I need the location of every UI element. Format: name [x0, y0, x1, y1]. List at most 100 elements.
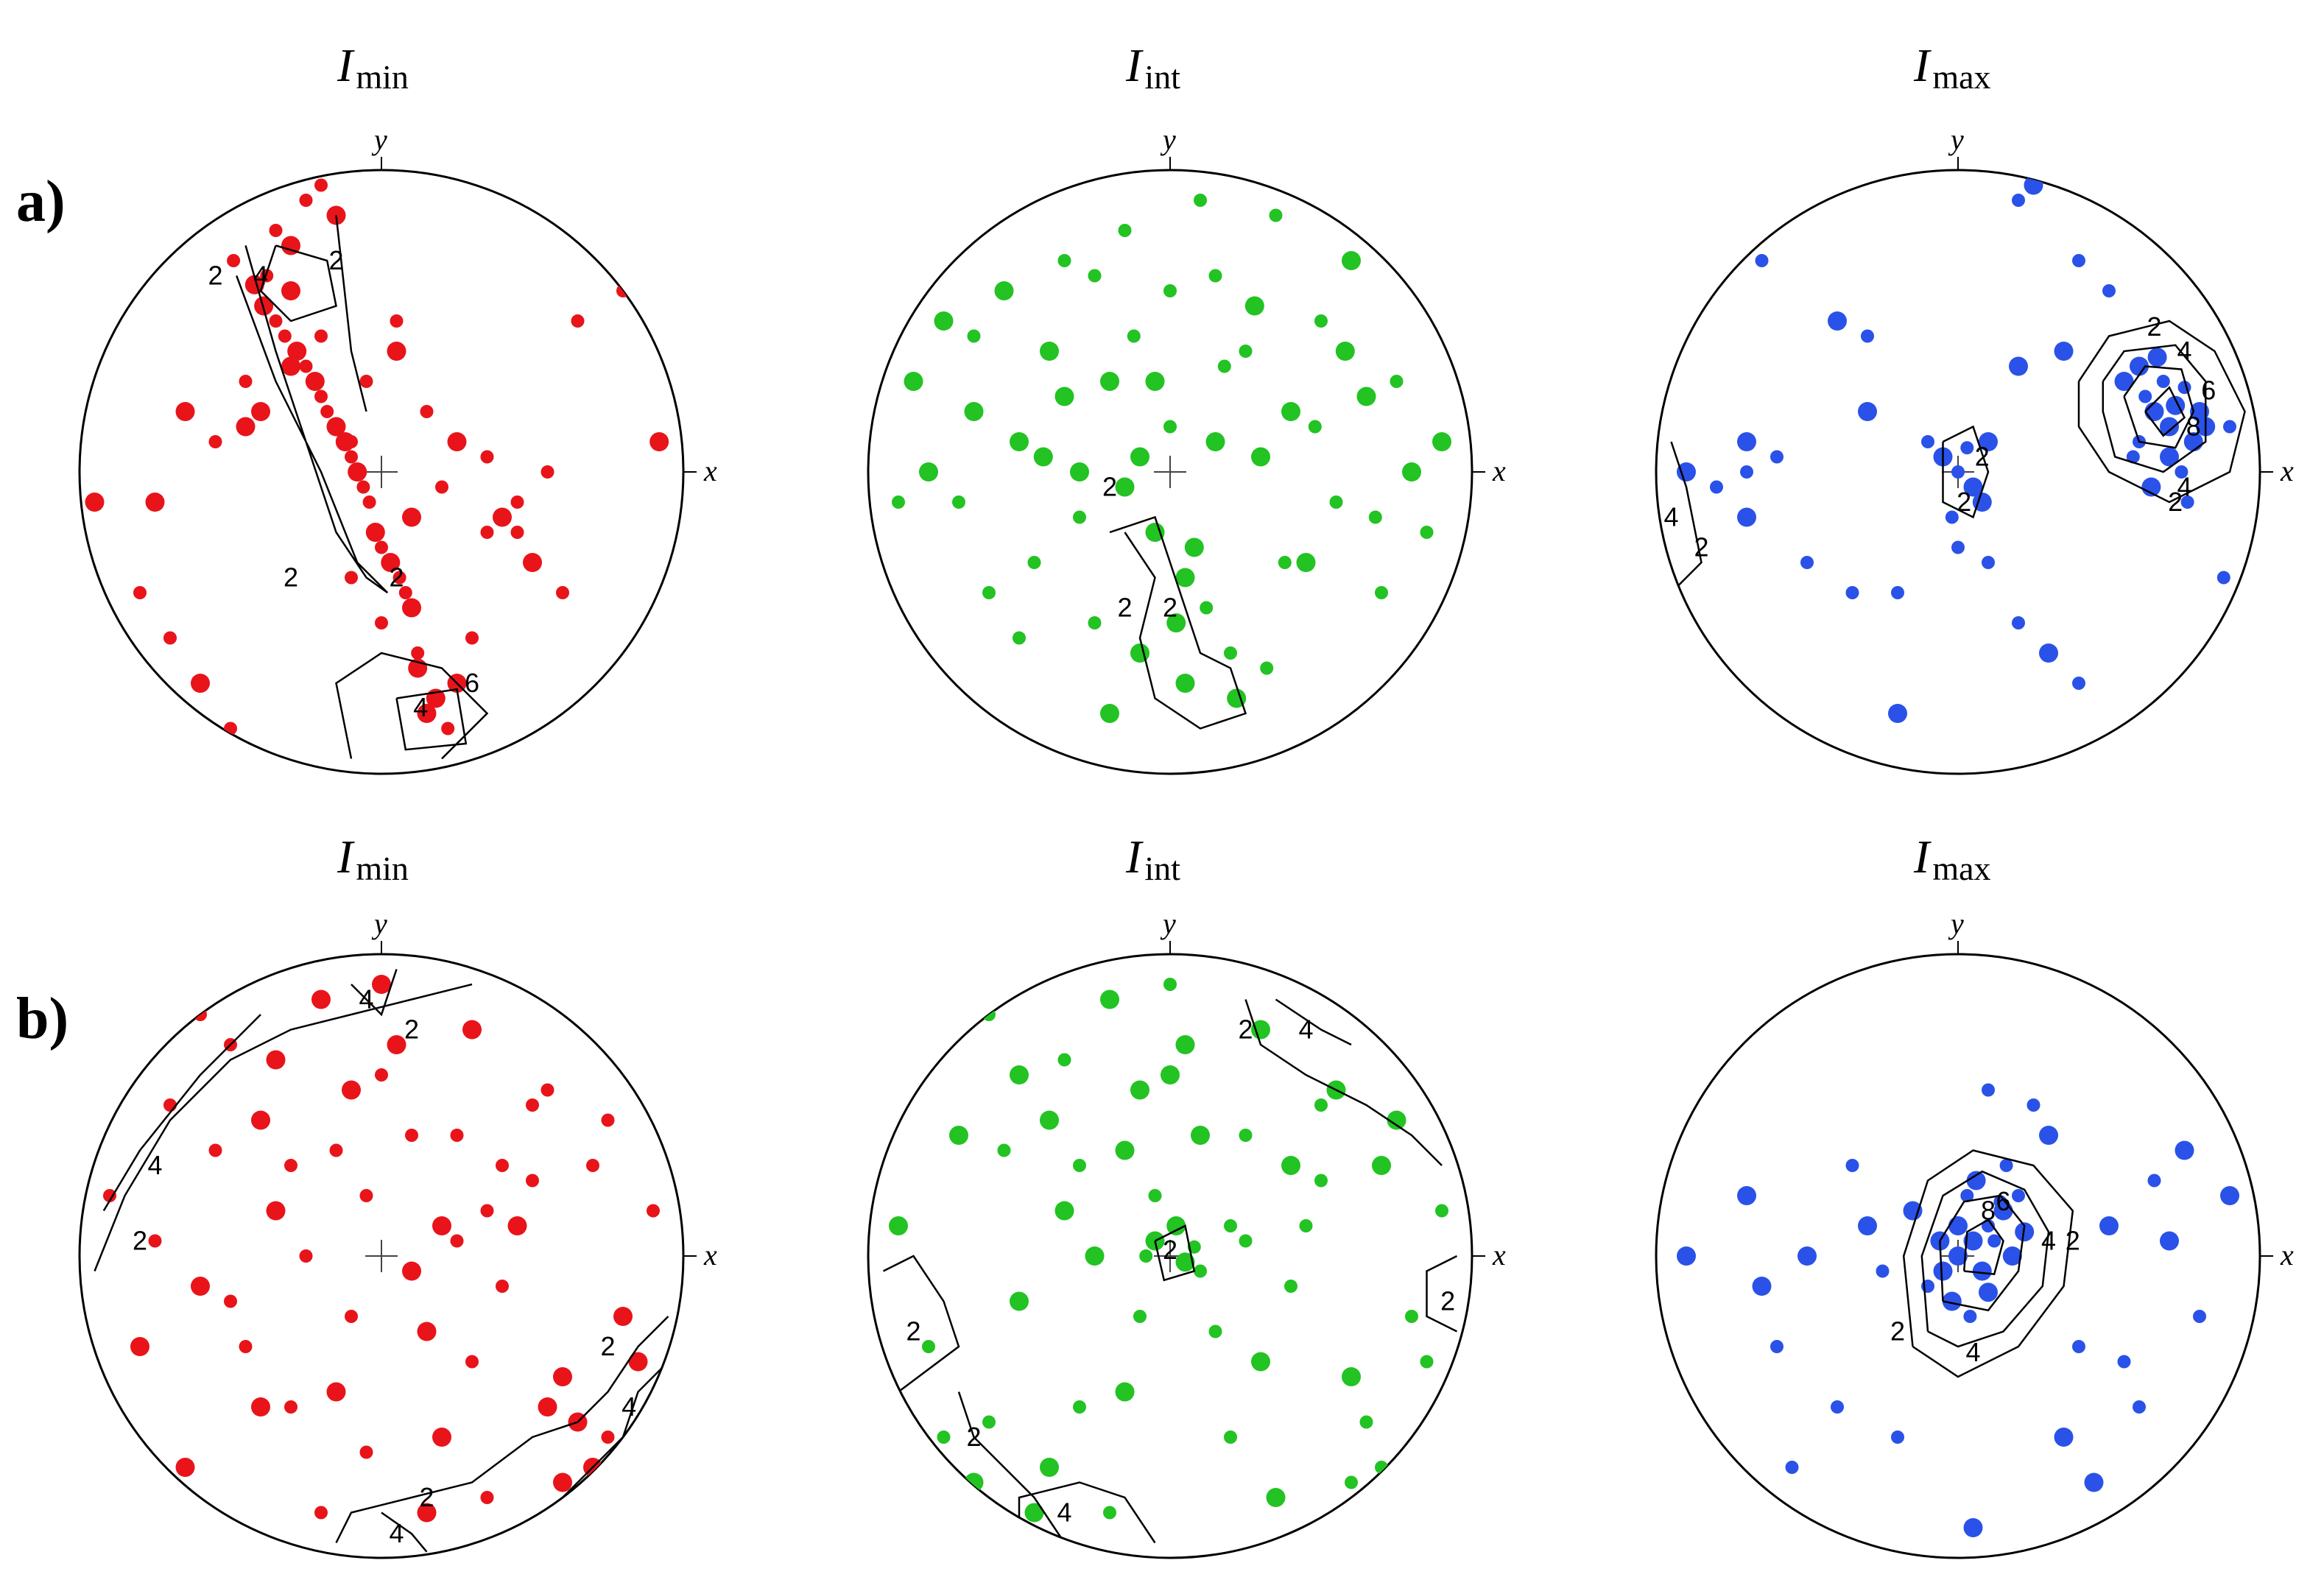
- data-point: [227, 254, 241, 267]
- contour-label: 2: [419, 1482, 434, 1512]
- data-point: [244, 275, 264, 294]
- contour-label: 4: [389, 1518, 404, 1548]
- data-point: [601, 1113, 615, 1127]
- contour-label: 8: [1981, 1196, 1996, 1226]
- data-point: [1073, 1400, 1086, 1414]
- data-point: [1329, 495, 1343, 509]
- data-point: [345, 571, 358, 585]
- data-point: [1260, 661, 1274, 675]
- data-point: [1951, 540, 1965, 554]
- data-point: [465, 1355, 479, 1369]
- data-point: [2144, 402, 2164, 421]
- contour-line: [1902, 1149, 2074, 1378]
- y-axis-label: y: [371, 907, 387, 940]
- data-point: [1040, 1110, 1059, 1130]
- contour-line: [335, 652, 489, 760]
- data-point: [586, 1159, 599, 1172]
- data-point: [208, 435, 222, 448]
- data-point: [2216, 571, 2230, 585]
- data-point: [1342, 251, 1361, 270]
- data-point: [224, 1294, 237, 1308]
- data-point: [2141, 477, 2161, 497]
- data-point: [1103, 1506, 1116, 1520]
- data-point: [1163, 978, 1177, 991]
- data-point: [1057, 254, 1071, 267]
- data-point: [1948, 1246, 1968, 1266]
- data-point: [1115, 1140, 1135, 1160]
- data-point: [1420, 526, 1434, 539]
- data-point: [269, 314, 283, 328]
- data-point: [919, 462, 938, 481]
- data-point: [1858, 402, 1877, 421]
- data-point: [1127, 329, 1141, 343]
- data-point: [191, 1277, 210, 1296]
- contour-line: [1244, 999, 1443, 1166]
- contour-label: 6: [465, 668, 479, 698]
- data-point: [2126, 450, 2140, 464]
- contour-label: 2: [2147, 311, 2161, 342]
- data-point: [982, 1415, 996, 1429]
- data-point: [1432, 432, 1451, 451]
- data-point: [1175, 1252, 1195, 1272]
- data-point: [1191, 1126, 1210, 1145]
- row-label-b: b): [16, 987, 68, 1051]
- contour-label: 6: [1996, 1186, 2010, 1216]
- data-point: [1858, 1216, 1877, 1235]
- data-point: [278, 329, 292, 343]
- data-point: [1145, 523, 1165, 542]
- data-point: [1224, 1219, 1237, 1232]
- data-point: [372, 975, 391, 994]
- data-point: [1100, 704, 1119, 723]
- data-point: [251, 402, 270, 421]
- data-point: [2039, 643, 2058, 663]
- data-point: [1335, 342, 1355, 361]
- data-point: [1888, 704, 1907, 723]
- data-point: [1435, 1204, 1448, 1218]
- data-point: [2027, 1098, 2040, 1112]
- data-point: [375, 1068, 388, 1082]
- data-point: [1960, 1189, 1974, 1202]
- data-point: [1148, 1189, 1162, 1202]
- data-point: [1010, 1065, 1029, 1084]
- data-point: [1891, 1431, 1904, 1444]
- contour-label: 2: [1163, 1235, 1177, 1265]
- data-point: [1420, 1355, 1434, 1369]
- data-point: [1054, 387, 1074, 406]
- data-point: [1010, 1291, 1029, 1311]
- data-point: [1269, 208, 1283, 222]
- data-point: [480, 1204, 494, 1218]
- data-point: [2175, 465, 2189, 479]
- data-point: [2220, 1186, 2239, 1205]
- data-point: [314, 389, 328, 403]
- contour-line: [1920, 1170, 2050, 1348]
- data-point: [387, 1035, 406, 1054]
- stereonet-panel-5: Iint y x 2 4 2 2 4 2 2: [867, 830, 1506, 1559]
- data-point: [305, 372, 325, 391]
- contour-label: 2: [1238, 1015, 1253, 1045]
- contour-line: [1154, 1224, 1196, 1282]
- data-point: [2156, 375, 2170, 388]
- data-point: [2002, 1246, 2022, 1266]
- plot-area: 2 4 2 2 4 2 2: [882, 978, 1458, 1544]
- data-point: [1963, 477, 1983, 497]
- data-point: [1368, 510, 1382, 524]
- contour-line: [335, 1316, 669, 1544]
- data-point: [2147, 1174, 2161, 1188]
- contour-label: 2: [208, 261, 222, 291]
- data-point: [1933, 1261, 1953, 1281]
- data-point: [1085, 1246, 1105, 1266]
- data-point: [526, 1174, 539, 1188]
- data-point: [2114, 372, 2134, 391]
- contour-label: 6: [2201, 375, 2216, 405]
- contour-label: 2: [1957, 487, 1971, 517]
- data-point: [480, 1491, 494, 1504]
- data-point: [649, 432, 669, 451]
- data-point: [375, 540, 388, 554]
- data-point: [1239, 1234, 1253, 1248]
- contour-label: 2: [1890, 1316, 1905, 1347]
- data-point: [1163, 420, 1177, 434]
- contour-label: 2: [389, 562, 404, 593]
- data-point: [949, 1126, 968, 1145]
- data-point: [2012, 616, 2025, 629]
